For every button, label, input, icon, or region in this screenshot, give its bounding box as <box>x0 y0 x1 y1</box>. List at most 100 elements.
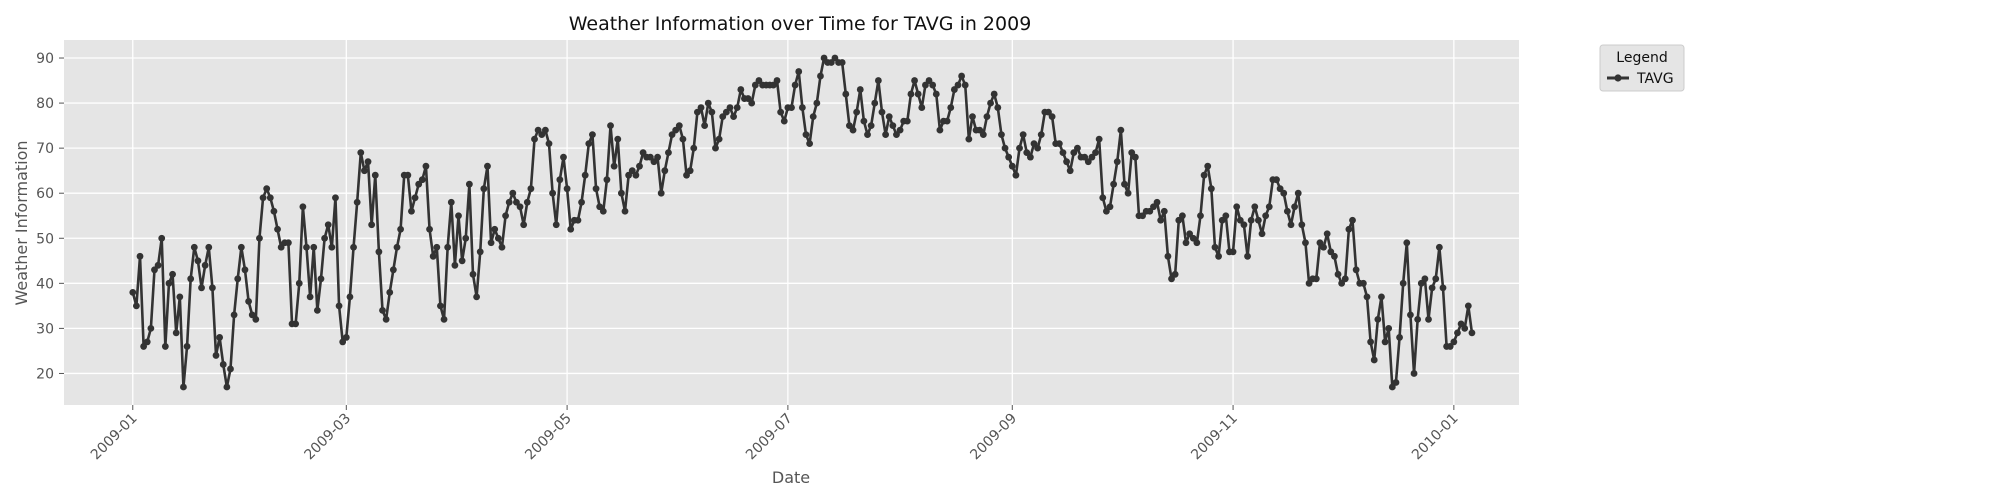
data-point-357 <box>1421 275 1429 283</box>
data-point-243 <box>1008 162 1016 170</box>
x-tick-label-2009-05: 2009-05 <box>522 411 575 464</box>
data-point-212 <box>896 126 904 134</box>
data-point-125 <box>581 171 589 179</box>
data-point-164 <box>722 108 730 116</box>
legend: Legend TAVG <box>1599 44 1685 92</box>
data-point-214 <box>903 117 911 125</box>
data-point-180 <box>780 117 788 125</box>
legend-marker-swatch <box>1614 74 1622 82</box>
data-point-27 <box>227 365 234 373</box>
data-point-202 <box>860 117 868 125</box>
data-point-143 <box>646 153 654 161</box>
data-point-247 <box>1023 149 1031 157</box>
data-point-358 <box>1425 315 1432 323</box>
data-point-80 <box>418 176 426 184</box>
data-point-235 <box>979 131 987 139</box>
data-point-126 <box>585 140 593 148</box>
data-point-238 <box>990 90 998 98</box>
data-point-287 <box>1168 275 1175 283</box>
data-point-200 <box>853 108 861 116</box>
data-point-208 <box>882 131 889 139</box>
data-point-305 <box>1233 203 1241 211</box>
data-point-365 <box>1450 338 1458 346</box>
data-point-165 <box>726 104 734 111</box>
data-point-105 <box>509 189 517 197</box>
data-point-263 <box>1081 153 1089 161</box>
data-point-69 <box>379 306 386 314</box>
data-point-32 <box>245 297 252 305</box>
data-point-70 <box>382 315 390 323</box>
data-point-102 <box>498 243 506 251</box>
data-point-73 <box>393 243 401 251</box>
y-tick-label-20: 20 <box>36 366 54 382</box>
data-point-109 <box>523 198 531 206</box>
data-point-72 <box>389 266 397 274</box>
data-point-301 <box>1218 216 1226 224</box>
data-point-4 <box>143 338 151 346</box>
data-point-104 <box>505 198 513 206</box>
data-point-74 <box>397 225 404 233</box>
data-point-34 <box>252 315 260 323</box>
data-point-258 <box>1063 158 1070 166</box>
data-point-218 <box>918 104 926 111</box>
data-point-168 <box>737 86 745 93</box>
data-point-89 <box>451 261 459 269</box>
data-point-159 <box>704 99 712 107</box>
data-point-199 <box>849 126 857 134</box>
data-point-184 <box>795 68 803 75</box>
data-point-52 <box>317 275 325 283</box>
data-point-324 <box>1302 239 1309 247</box>
y-axis-label: Weather Information <box>12 140 31 305</box>
data-point-352 <box>1403 239 1411 247</box>
data-point-190 <box>817 72 824 80</box>
data-point-186 <box>802 131 810 139</box>
data-point-149 <box>668 131 676 139</box>
data-point-295 <box>1197 212 1204 220</box>
data-point-96 <box>476 248 484 256</box>
data-point-85 <box>437 302 444 310</box>
data-point-337 <box>1349 216 1356 224</box>
data-point-107 <box>516 203 524 211</box>
data-point-11 <box>169 270 176 278</box>
data-point-31 <box>241 266 249 274</box>
data-point-157 <box>697 104 705 111</box>
data-point-323 <box>1298 221 1306 229</box>
data-point-87 <box>444 243 452 251</box>
data-point-93 <box>465 180 473 188</box>
data-point-71 <box>386 288 394 296</box>
data-point-312 <box>1258 230 1266 238</box>
data-point-331 <box>1327 248 1335 256</box>
data-point-95 <box>473 293 481 301</box>
data-point-313 <box>1262 212 1270 220</box>
data-point-268 <box>1099 194 1107 202</box>
data-point-78 <box>411 194 419 202</box>
data-point-79 <box>415 180 423 188</box>
data-point-40 <box>274 225 281 233</box>
data-point-25 <box>219 361 227 368</box>
data-point-132 <box>607 122 614 130</box>
data-point-99 <box>487 239 495 247</box>
legend-title: Legend <box>1616 50 1667 66</box>
data-point-322 <box>1294 189 1302 197</box>
data-point-88 <box>447 198 455 206</box>
data-point-271 <box>1110 180 1118 188</box>
data-point-193 <box>827 59 835 66</box>
data-point-12 <box>172 329 180 337</box>
data-point-160 <box>708 108 716 116</box>
data-point-250 <box>1034 144 1042 152</box>
data-point-336 <box>1345 225 1353 233</box>
data-point-16 <box>187 275 195 283</box>
data-point-68 <box>375 248 383 256</box>
data-point-182 <box>788 104 795 111</box>
data-point-279 <box>1139 212 1146 220</box>
data-point-197 <box>842 90 850 98</box>
data-point-366 <box>1454 329 1461 337</box>
data-point-64 <box>361 167 368 175</box>
data-point-225 <box>943 117 951 125</box>
data-point-118 <box>556 176 564 184</box>
data-point-347 <box>1385 325 1393 332</box>
data-point-54 <box>324 221 332 229</box>
data-point-311 <box>1255 216 1262 224</box>
data-point-86 <box>440 315 448 323</box>
